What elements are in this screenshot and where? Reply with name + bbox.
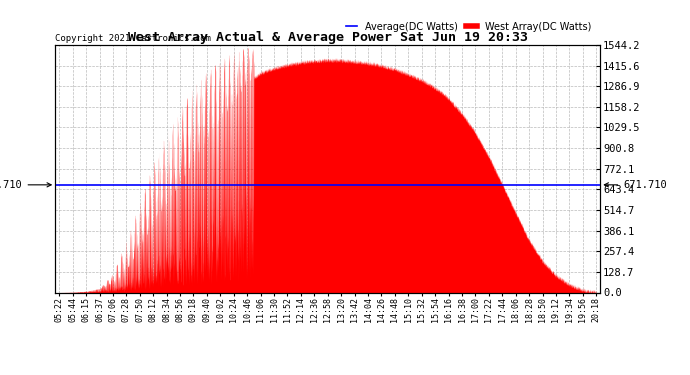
Text: Copyright 2021 Cartronics.com: Copyright 2021 Cartronics.com bbox=[55, 33, 211, 42]
Legend: Average(DC Watts), West Array(DC Watts): Average(DC Watts), West Array(DC Watts) bbox=[342, 18, 595, 36]
Text: 671.710: 671.710 bbox=[0, 180, 51, 190]
Title: West Array Actual & Average Power Sat Jun 19 20:33: West Array Actual & Average Power Sat Ju… bbox=[128, 31, 528, 44]
Text: 671.710: 671.710 bbox=[604, 180, 667, 190]
